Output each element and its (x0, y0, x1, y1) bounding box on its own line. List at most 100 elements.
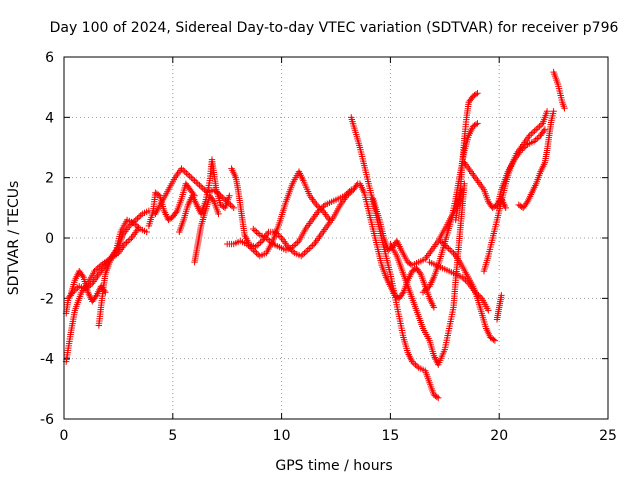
data-point (243, 240, 250, 248)
series-arc-11 (250, 186, 355, 254)
data-point (526, 132, 533, 139)
data-point (92, 266, 100, 273)
data-point (536, 123, 543, 130)
data-point (307, 243, 315, 251)
data-point (290, 242, 298, 249)
x-tick-label: 10 (273, 428, 291, 444)
data-point (530, 138, 538, 145)
data-point (292, 240, 299, 248)
data-point (268, 239, 275, 246)
data-point (257, 239, 264, 246)
data-point (435, 394, 442, 402)
data-point (228, 203, 236, 210)
data-point (289, 243, 296, 251)
data-point (306, 245, 313, 252)
data-point (294, 239, 301, 246)
data-point (251, 227, 259, 234)
x-tick-label: 20 (490, 428, 508, 444)
series-arc-15 (387, 180, 468, 368)
data-point (135, 213, 143, 221)
plot-frame (63, 56, 609, 420)
data-point (286, 245, 293, 252)
data-point (189, 175, 197, 183)
data-point (227, 201, 234, 209)
y-tick-label: 0 (45, 231, 54, 247)
data-point (430, 304, 438, 311)
series-arc-25 (493, 292, 505, 323)
data-point (101, 287, 108, 294)
data-point (178, 165, 185, 172)
data-point (343, 191, 350, 198)
data-point (255, 240, 262, 248)
data-point (74, 284, 81, 291)
data-point (344, 189, 352, 196)
data-point (266, 237, 273, 245)
data-point (132, 221, 139, 228)
series-arc-3 (67, 267, 109, 305)
data-point (92, 293, 99, 301)
data-point (250, 246, 257, 254)
data-point (410, 359, 417, 367)
data-point (317, 206, 324, 213)
data-point (209, 197, 217, 204)
data-point (460, 275, 468, 282)
x-tick-label: 15 (381, 428, 399, 444)
data-point (472, 121, 480, 128)
data-point (437, 237, 444, 245)
data-point (474, 120, 481, 127)
data-point (94, 264, 101, 272)
data-point (188, 174, 195, 181)
data-point (491, 337, 499, 344)
data-point (318, 204, 326, 212)
data-point (121, 240, 129, 248)
data-point (289, 248, 297, 255)
data-point (135, 224, 142, 231)
data-point (498, 292, 505, 299)
series-arc-19 (452, 90, 481, 224)
data-point (561, 105, 568, 112)
y-tick-label: -2 (40, 291, 54, 307)
data-point (226, 192, 233, 199)
data-point (408, 358, 416, 365)
data-point (550, 108, 557, 115)
data-point (184, 171, 192, 178)
data-point (517, 147, 525, 154)
data-point (413, 363, 421, 370)
y-tick-label: 4 (45, 110, 54, 126)
data-point (276, 233, 284, 240)
data-point (255, 230, 262, 237)
data-point (215, 210, 222, 218)
data-point (301, 249, 308, 257)
data-point (537, 121, 545, 129)
data-point (346, 188, 353, 195)
series-arc-24 (550, 68, 568, 112)
data-point (126, 236, 134, 243)
data-point (448, 248, 456, 255)
x-tick-label: 0 (60, 428, 69, 444)
data-point (172, 209, 180, 216)
data-point (476, 293, 484, 301)
data-point (251, 248, 259, 255)
data-point (543, 108, 551, 115)
data-point (255, 251, 262, 258)
series-arc-22 (493, 126, 549, 212)
data-point (250, 225, 257, 233)
data-point (320, 203, 327, 210)
data-point (253, 249, 260, 257)
series-arc-5 (145, 180, 198, 230)
data-point (433, 393, 441, 401)
y-axis-label: SDTVAR / TECUs (6, 181, 22, 296)
data-point (264, 236, 272, 243)
data-point (421, 287, 428, 294)
series-arc-8 (191, 192, 222, 266)
data-point (528, 130, 535, 138)
data-point (315, 207, 322, 215)
data-point (263, 234, 270, 242)
data-point (297, 252, 305, 260)
data-points (62, 68, 568, 402)
data-point (192, 178, 200, 186)
data-point (253, 242, 261, 249)
data-point (143, 228, 150, 236)
data-point (519, 145, 526, 153)
